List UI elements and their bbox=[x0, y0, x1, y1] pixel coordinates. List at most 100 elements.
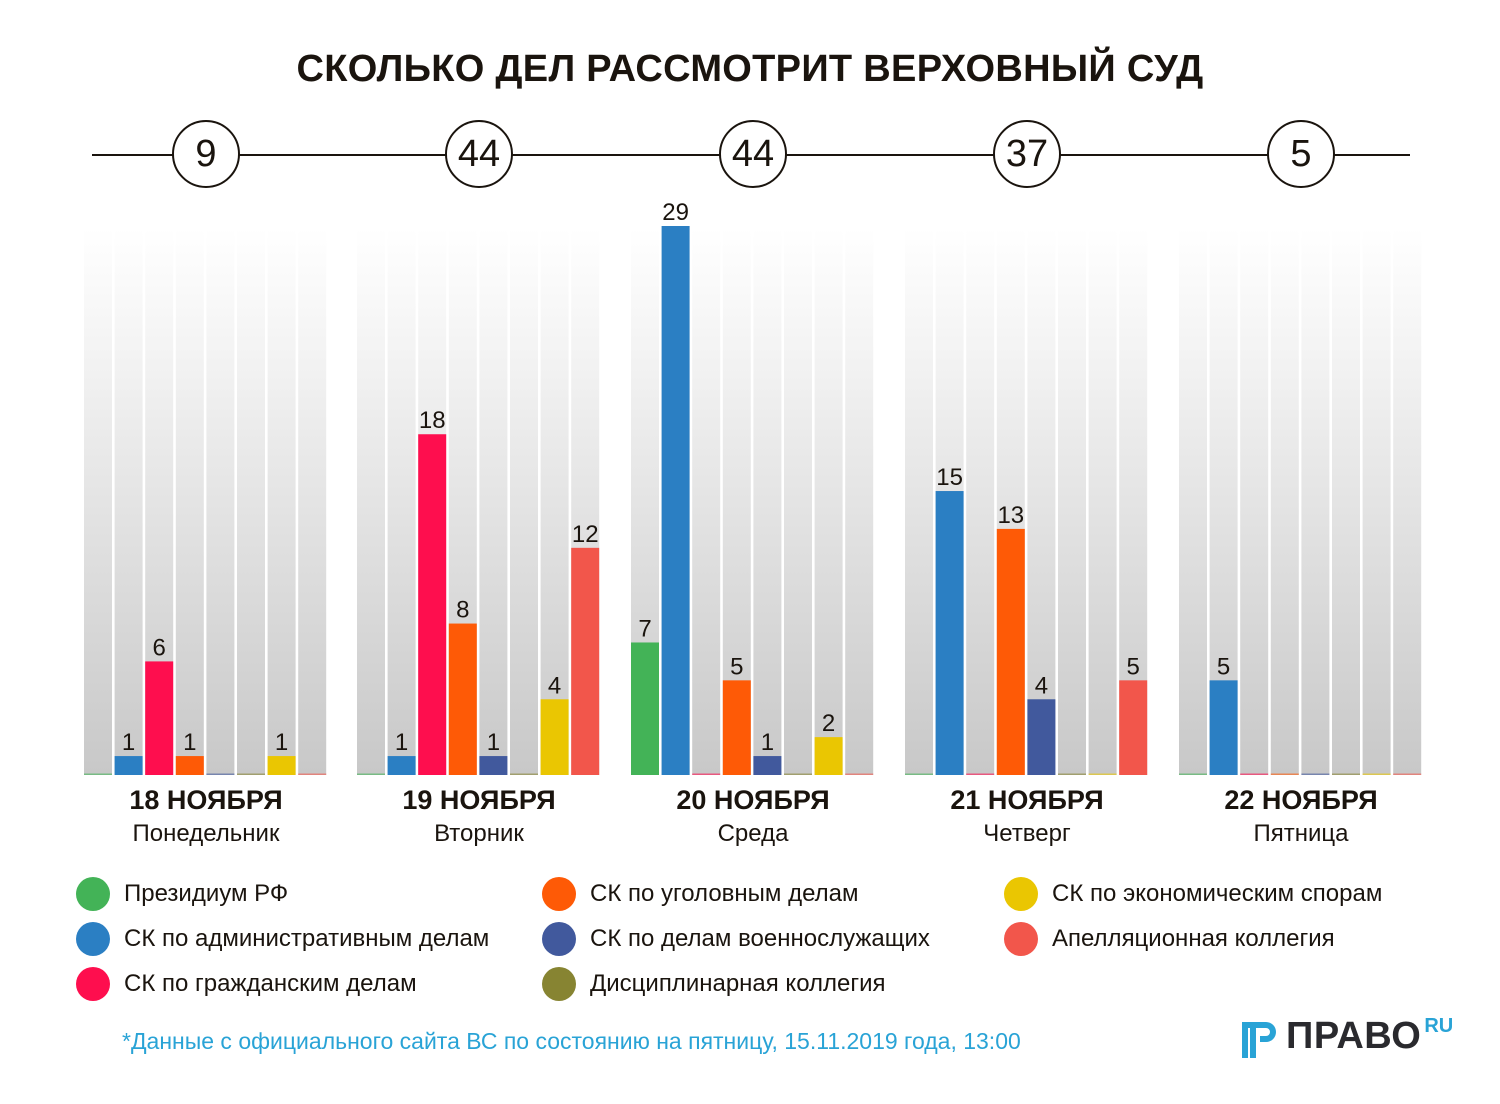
legend-item[interactable]: СК по гражданским делам bbox=[76, 967, 417, 1001]
bar[interactable] bbox=[996, 528, 1025, 775]
column-background bbox=[1240, 228, 1269, 775]
column-background bbox=[1270, 228, 1299, 775]
bar-zero bbox=[84, 773, 112, 775]
bar[interactable] bbox=[1119, 680, 1148, 775]
bar-zero bbox=[692, 773, 721, 775]
logo-suffix: RU bbox=[1424, 1015, 1454, 1037]
bar[interactable] bbox=[114, 756, 143, 775]
bar-zero bbox=[1058, 773, 1086, 775]
bar-value-label: 15 bbox=[936, 464, 963, 491]
legend-label: СК по административным делам bbox=[124, 925, 490, 952]
bar-value-label: 1 bbox=[395, 729, 408, 756]
legend-item[interactable]: СК по делам военнослужащих bbox=[542, 922, 930, 956]
day-total-badge: 9 bbox=[172, 120, 240, 188]
chart-title: СКОЛЬКО ДЕЛ РАССМОТРИТ ВЕРХОВНЫЙ СУД bbox=[296, 48, 1204, 90]
weekday-label: Вторник bbox=[434, 820, 524, 847]
bar-value-label: 2 bbox=[822, 710, 835, 737]
bar[interactable] bbox=[448, 623, 477, 775]
legend-label: СК по делам военнослужащих bbox=[590, 925, 930, 952]
column-background bbox=[510, 228, 538, 775]
bar-zero bbox=[206, 773, 235, 775]
bar[interactable] bbox=[387, 756, 416, 775]
logo-name: ПРАВО bbox=[1286, 1015, 1422, 1057]
legend-item[interactable]: Апелляционная коллегия bbox=[1004, 922, 1335, 956]
column-background bbox=[387, 228, 416, 775]
column-background bbox=[1088, 228, 1117, 775]
column-background bbox=[845, 228, 874, 775]
bar-zero bbox=[237, 773, 265, 775]
column-background bbox=[1301, 228, 1330, 775]
weekday-label: Среда bbox=[717, 820, 789, 847]
bar[interactable] bbox=[267, 756, 296, 775]
legend-label: Апелляционная коллегия bbox=[1052, 925, 1335, 952]
bar-value-label: 1 bbox=[122, 729, 135, 756]
column-background bbox=[814, 228, 843, 775]
footnote: *Данные с официального сайта ВС по состо… bbox=[122, 1028, 1021, 1054]
bar[interactable] bbox=[1027, 699, 1056, 775]
bar-zero bbox=[1301, 773, 1330, 775]
column-background bbox=[206, 228, 235, 775]
bar-value-label: 5 bbox=[730, 653, 743, 680]
bar[interactable] bbox=[722, 680, 751, 775]
bar[interactable] bbox=[145, 661, 174, 775]
column-background bbox=[1393, 228, 1422, 775]
day-date-label: 20 НОЯБРЯ bbox=[676, 785, 830, 815]
bar-zero bbox=[1362, 773, 1391, 775]
bar[interactable] bbox=[479, 756, 508, 775]
weekday-label: Понедельник bbox=[132, 820, 280, 847]
legend-swatch-icon bbox=[1004, 877, 1038, 911]
bar-value-label: 1 bbox=[275, 729, 288, 756]
bar-value-label: 4 bbox=[548, 672, 561, 699]
legend-swatch-icon bbox=[76, 877, 110, 911]
legend-item[interactable]: Президиум РФ bbox=[76, 877, 288, 911]
bar-zero bbox=[298, 773, 327, 775]
bar-zero bbox=[510, 773, 538, 775]
column-background bbox=[357, 228, 385, 775]
legend-label: Президиум РФ bbox=[124, 880, 289, 907]
bar[interactable] bbox=[661, 226, 690, 775]
column-background bbox=[905, 228, 933, 775]
pravo-ru-logo[interactable]: ПРАВО RU bbox=[1242, 1014, 1453, 1058]
day-date-label: 22 НОЯБРЯ bbox=[1224, 785, 1378, 815]
legend-label: СК по экономическим спорам bbox=[1052, 880, 1383, 907]
bar[interactable] bbox=[571, 547, 600, 775]
day-group: 1 18 8 1 4 12 bbox=[357, 228, 600, 775]
legend-item[interactable]: СК по административным делам bbox=[76, 922, 489, 956]
bar[interactable] bbox=[753, 756, 782, 775]
bar-value-label: 29 bbox=[662, 199, 689, 226]
bar-zero bbox=[1240, 773, 1269, 775]
legend-label: Дисциплинарная коллегия bbox=[590, 970, 886, 997]
legend-item[interactable]: СК по уголовным делам bbox=[542, 877, 859, 911]
bar-value-label: 6 bbox=[153, 634, 166, 661]
bar-zero bbox=[1270, 773, 1299, 775]
bar[interactable] bbox=[1209, 680, 1238, 775]
column-background bbox=[1027, 228, 1056, 775]
column-background bbox=[784, 228, 812, 775]
legend-swatch-icon bbox=[542, 922, 576, 956]
column-background bbox=[114, 228, 143, 775]
bar[interactable] bbox=[814, 737, 843, 775]
column-background bbox=[966, 228, 995, 775]
bar-zero bbox=[1088, 773, 1117, 775]
column-background bbox=[175, 228, 204, 775]
column-background bbox=[479, 228, 508, 775]
bar-zero bbox=[1332, 773, 1360, 775]
legend-item[interactable]: Дисциплинарная коллегия bbox=[542, 967, 886, 1001]
bar[interactable] bbox=[935, 491, 964, 775]
bar[interactable] bbox=[631, 642, 659, 775]
column-background bbox=[298, 228, 327, 775]
bar[interactable] bbox=[175, 756, 204, 775]
column-background bbox=[267, 228, 296, 775]
bar[interactable] bbox=[540, 699, 569, 775]
column-background bbox=[84, 228, 112, 775]
weekday-label: Пятница bbox=[1253, 820, 1349, 847]
legend-item[interactable]: СК по экономическим спорам bbox=[1004, 877, 1382, 911]
legend-swatch-icon bbox=[76, 922, 110, 956]
bar-zero bbox=[357, 773, 385, 775]
column-background bbox=[1058, 228, 1086, 775]
bar[interactable] bbox=[418, 434, 447, 775]
bar-value-label: 8 bbox=[456, 597, 469, 624]
pravo-logo-icon bbox=[1242, 1022, 1276, 1058]
